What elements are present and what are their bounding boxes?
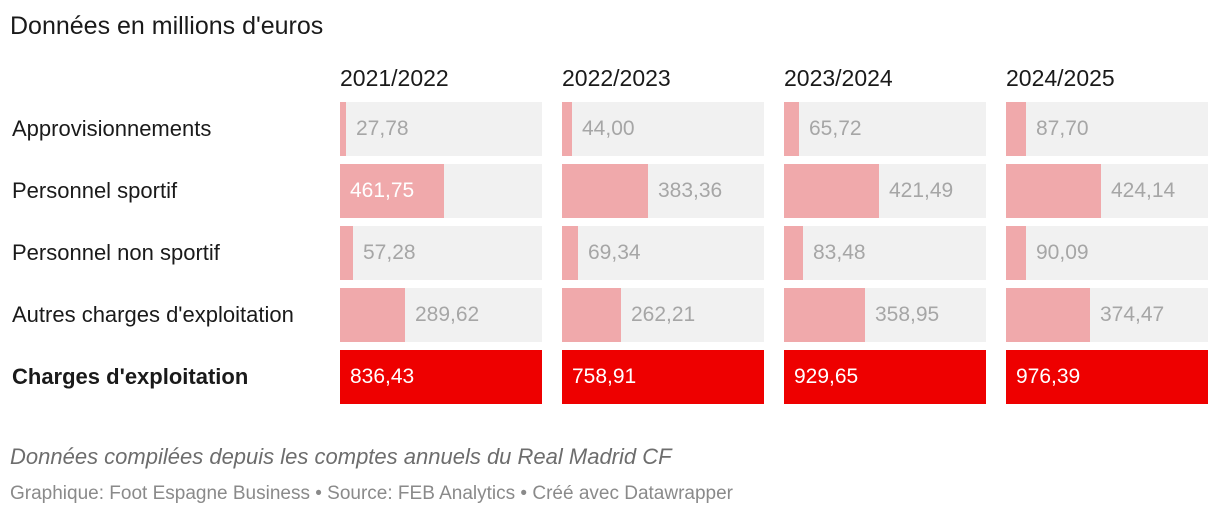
table-cell: 83,48: [784, 226, 986, 280]
table-cell: 27,78: [340, 102, 542, 156]
table-cell: 87,70: [1006, 102, 1208, 156]
value-label: 976,39: [1016, 365, 1081, 388]
value-label: 90,09: [1036, 241, 1089, 264]
row-label: Personnel non sportif: [12, 240, 220, 265]
row-label: Charges d'exploitation: [12, 364, 249, 389]
value-bar: [340, 102, 346, 156]
column-header: 2023/2024: [784, 65, 893, 91]
value-bar: [784, 288, 865, 342]
row-label: Autres charges d'exploitation: [12, 302, 294, 327]
value-bar: [1006, 288, 1090, 342]
value-label: 27,78: [356, 117, 409, 140]
value-label: 421,49: [889, 179, 954, 202]
value-bar: [562, 164, 648, 218]
table-cell: 461,75: [340, 164, 542, 218]
value-label: 836,43: [350, 365, 415, 388]
value-bar: [562, 102, 572, 156]
table-cell: 57,28: [340, 226, 542, 280]
footnote: Données compilées depuis les comptes ann…: [10, 444, 672, 469]
value-bar: [340, 226, 353, 280]
value-label: 929,65: [794, 365, 859, 388]
value-label: 374,47: [1100, 303, 1165, 326]
table-cell: 44,00: [562, 102, 764, 156]
value-bar: [784, 102, 799, 156]
value-label: 461,75: [350, 179, 415, 202]
value-bar: [784, 350, 986, 404]
value-bar: [340, 164, 444, 218]
value-bar: [340, 350, 542, 404]
value-bar: [562, 288, 621, 342]
value-bar: [1006, 226, 1026, 280]
value-label: 69,34: [588, 241, 641, 264]
table-cell: 289,62: [340, 288, 542, 342]
value-label: 383,36: [658, 179, 723, 202]
table-cell: 758,91: [562, 350, 764, 404]
table-cell: 65,72: [784, 102, 986, 156]
value-label: 424,14: [1111, 179, 1176, 202]
column-header: 2022/2023: [562, 65, 671, 91]
column-header: 2024/2025: [1006, 65, 1115, 91]
table-cell: 424,14: [1006, 164, 1208, 218]
value-label: 65,72: [809, 117, 862, 140]
table-cell: 90,09: [1006, 226, 1208, 280]
value-label: 44,00: [582, 117, 635, 140]
value-label: 758,91: [572, 365, 637, 388]
table-cell: 358,95: [784, 288, 986, 342]
value-bar: [1006, 102, 1026, 156]
value-label: 262,21: [631, 303, 696, 326]
value-bar: [1006, 164, 1101, 218]
value-bar: [1006, 350, 1208, 404]
table-cell: 374,47: [1006, 288, 1208, 342]
table-cell: 383,36: [562, 164, 764, 218]
table-cell: 929,65: [784, 350, 986, 404]
value-label: 83,48: [813, 241, 866, 264]
value-label: 87,70: [1036, 117, 1089, 140]
value-bar: [562, 350, 764, 404]
credits-line: Graphique: Foot Espagne Business • Sourc…: [10, 483, 734, 504]
table-cell: 421,49: [784, 164, 986, 218]
chart-title: Données en millions d'euros: [10, 12, 324, 40]
value-bar: [340, 288, 405, 342]
table-cell: 69,34: [562, 226, 764, 280]
value-bar: [784, 226, 803, 280]
table-cell: 836,43: [340, 350, 542, 404]
value-bar: [562, 226, 578, 280]
value-bar: [784, 164, 879, 218]
table-cell: 262,21: [562, 288, 764, 342]
row-label: Personnel sportif: [12, 178, 178, 203]
table-cell: 976,39: [1006, 350, 1208, 404]
value-label: 289,62: [415, 303, 480, 326]
column-header: 2021/2022: [340, 65, 449, 91]
row-label: Approvisionnements: [12, 116, 212, 141]
value-label: 57,28: [363, 241, 416, 264]
value-label: 358,95: [875, 303, 940, 326]
